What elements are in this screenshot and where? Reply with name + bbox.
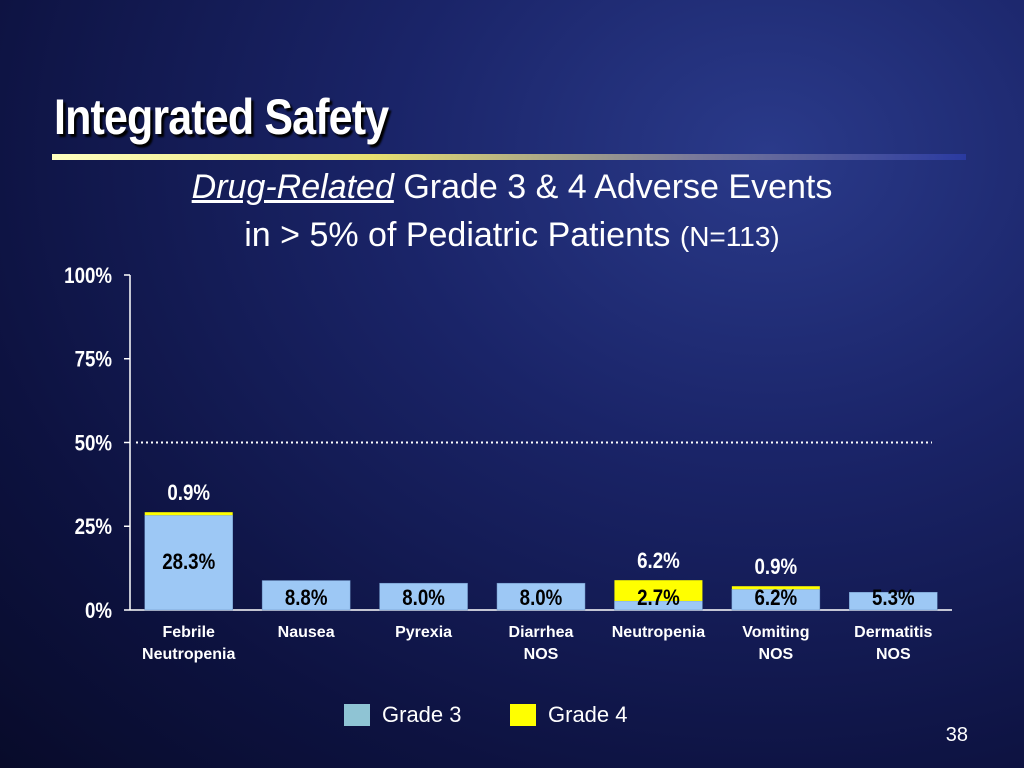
x-tick-label: Dermatitis	[854, 624, 932, 641]
title-divider	[52, 154, 966, 160]
x-tick-label: Pyrexia	[395, 624, 452, 641]
bar-grade4	[144, 512, 233, 516]
bar-grade3	[496, 582, 586, 611]
x-tick-label: Neutropenia	[142, 646, 235, 663]
data-label-grade3: 2.7%	[637, 587, 680, 611]
y-tick-label: 100%	[64, 265, 112, 289]
x-tick-label: NOS	[759, 646, 794, 663]
subtitle-rest: Grade 3 & 4 Adverse Events	[393, 168, 833, 206]
bar-grade4	[614, 580, 703, 601]
bar-grade3	[379, 582, 468, 611]
legend-swatch-grade4	[510, 704, 536, 726]
x-tick-label: NOS	[524, 646, 559, 663]
x-tick-label: Vomiting	[742, 624, 809, 641]
x-tick-label: Febrile	[162, 624, 215, 641]
data-label-grade3: 8.0%	[402, 587, 445, 611]
legend-item-grade4: Grade 4	[510, 702, 628, 728]
y-tick-label: 50%	[75, 432, 112, 456]
subtitle-line2-text: in > 5% of Pediatric Patients	[244, 216, 680, 254]
data-label-grade4: 6.2%	[637, 550, 680, 574]
x-tick-label: Nausea	[278, 624, 335, 641]
chart-subtitle-line2: in > 5% of Pediatric Patients (N=113)	[0, 212, 1024, 260]
x-tick-label: NOS	[876, 646, 911, 663]
chart-subtitle-line1: Drug-Related Grade 3 & 4 Adverse Events	[0, 164, 1024, 210]
slide-number: 38	[945, 724, 968, 746]
y-tick-label: 75%	[75, 348, 112, 372]
data-label-grade4: 0.9%	[167, 482, 210, 506]
x-tick-label: Diarrhea	[509, 624, 574, 641]
slide-title: Integrated Safety	[54, 89, 389, 145]
subtitle-n: (N=113)	[679, 221, 780, 252]
legend-label-grade3: Grade 3	[382, 702, 462, 727]
bar-grade3	[144, 514, 233, 611]
data-label-grade3: 8.8%	[285, 587, 328, 611]
data-label-grade3: 5.3%	[872, 587, 915, 611]
legend-swatch-grade3	[344, 704, 370, 726]
legend-item-grade3: Grade 3	[344, 702, 462, 728]
data-label-grade4: 0.9%	[755, 556, 798, 580]
subtitle-italic: Drug-Related	[191, 168, 394, 206]
bar-grade3	[261, 580, 351, 611]
data-label-grade3: 6.2%	[755, 587, 798, 611]
bar-chart: 0% 25% 50% 75% 100% 28.3% 0.9% Febrile Neutropen…	[64, 265, 938, 663]
data-label-grade3: 8.0%	[520, 587, 563, 611]
y-tick-label: 0%	[85, 600, 112, 624]
x-tick-label: Neutropenia	[612, 624, 705, 641]
legend-label-grade4: Grade 4	[548, 702, 628, 727]
y-tick-label: 25%	[75, 516, 112, 540]
bar-grade3	[849, 591, 938, 611]
bar-grade4	[731, 586, 820, 590]
data-label-grade3: 28.3%	[162, 551, 215, 575]
